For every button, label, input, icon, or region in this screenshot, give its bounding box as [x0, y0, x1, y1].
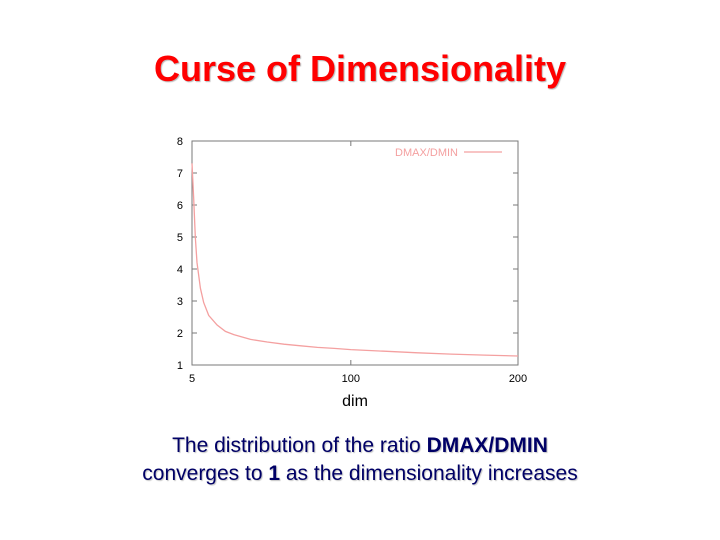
caption-ratio-term: DMAX/DMIN — [426, 434, 548, 457]
x-tick-label: 100 — [342, 373, 360, 385]
slide-caption: The distribution of the ratio DMAX/DMIN … — [0, 432, 720, 488]
y-tick-label: 7 — [177, 168, 183, 180]
legend-label-dmax-dmin: DMAX/DMIN — [395, 147, 458, 159]
y-tick-label: 3 — [177, 296, 183, 308]
caption-line-2-text: converges to — [142, 462, 269, 485]
y-tick-label: 8 — [177, 136, 183, 148]
x-tick-label: 5 — [189, 373, 195, 385]
x-axis-label: dim — [342, 393, 368, 410]
y-tick-label: 5 — [177, 232, 183, 244]
caption-line-1-text: The distribution of the ratio — [172, 434, 427, 457]
x-tick-label: 200 — [509, 373, 527, 385]
y-tick-label: 6 — [177, 200, 183, 212]
y-tick-label: 4 — [177, 264, 183, 276]
x-axis: 5 100 200 — [189, 141, 527, 385]
plot-frame — [191, 140, 519, 366]
caption-line-1: The distribution of the ratio DMAX/DMIN — [0, 432, 720, 460]
ratio-line-chart: 1 2 3 4 5 6 7 8 5 100 200 DMAX/DMIN dim — [177, 136, 527, 410]
caption-line-2: converges to 1 as the dimensionality inc… — [0, 460, 720, 488]
y-tick-label: 1 — [177, 360, 183, 372]
y-tick-label: 2 — [177, 328, 183, 340]
series-line-dmax-dmin — [191, 163, 519, 357]
caption-converge-value: 1 — [268, 462, 281, 485]
y-axis: 1 2 3 4 5 6 7 8 — [177, 136, 518, 372]
caption-line-2-end: as the dimensionality increases — [280, 462, 578, 485]
slide-title: Curse of Dimensionality — [153, 48, 567, 89]
